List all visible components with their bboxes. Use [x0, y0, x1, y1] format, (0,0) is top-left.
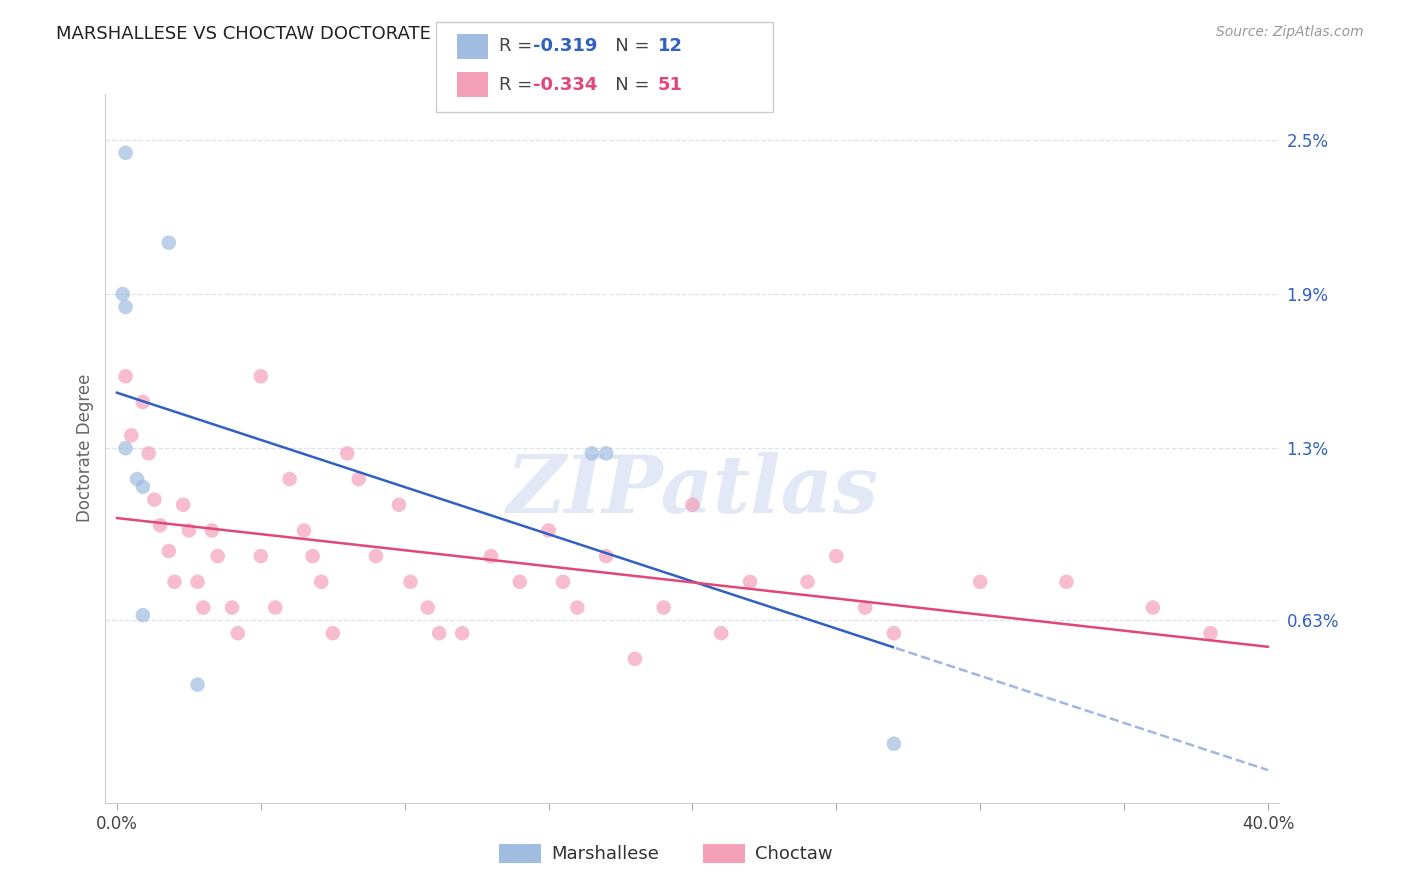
Point	[581, 446, 603, 460]
Point	[114, 369, 136, 384]
Point	[149, 518, 172, 533]
Point	[143, 492, 166, 507]
Point	[427, 626, 450, 640]
Point	[1199, 626, 1222, 640]
Text: ZIPatlas: ZIPatlas	[506, 452, 879, 530]
Point	[652, 600, 675, 615]
Text: R =: R =	[499, 37, 538, 55]
Text: MARSHALLESE VS CHOCTAW DOCTORATE DEGREE CORRELATION CHART: MARSHALLESE VS CHOCTAW DOCTORATE DEGREE …	[56, 25, 711, 43]
Text: 12: 12	[658, 37, 683, 55]
Point	[111, 287, 134, 301]
Point	[193, 600, 215, 615]
Text: Source: ZipAtlas.com: Source: ZipAtlas.com	[1216, 25, 1364, 39]
Point	[853, 600, 876, 615]
Point	[551, 574, 574, 589]
Point	[157, 235, 180, 250]
Text: -0.334: -0.334	[533, 76, 598, 94]
Point	[172, 498, 194, 512]
Point	[138, 446, 160, 460]
Point	[451, 626, 474, 640]
Text: 51: 51	[658, 76, 683, 94]
Text: N =: N =	[598, 37, 655, 55]
Point	[186, 574, 208, 589]
Point	[221, 600, 243, 615]
Point	[1056, 574, 1078, 589]
Text: R =: R =	[499, 76, 538, 94]
Point	[883, 626, 905, 640]
Point	[883, 737, 905, 751]
Point	[416, 600, 439, 615]
Text: -0.319: -0.319	[533, 37, 598, 55]
Point	[177, 524, 200, 538]
Point	[201, 524, 224, 538]
Point	[364, 549, 387, 563]
Point	[207, 549, 229, 563]
Point	[157, 544, 180, 558]
Point	[132, 608, 155, 623]
Point	[278, 472, 301, 486]
Point	[114, 145, 136, 160]
Point	[479, 549, 502, 563]
Point	[796, 574, 818, 589]
Point	[595, 446, 617, 460]
Point	[120, 428, 142, 442]
Point	[264, 600, 287, 615]
Point	[226, 626, 249, 640]
Point	[132, 480, 155, 494]
Text: Choctaw: Choctaw	[755, 845, 832, 863]
Point	[595, 549, 617, 563]
Point	[127, 472, 149, 486]
Point	[388, 498, 411, 512]
Point	[738, 574, 761, 589]
Point	[114, 300, 136, 314]
Point	[537, 524, 560, 538]
Point	[301, 549, 323, 563]
Point	[624, 652, 647, 666]
Point	[710, 626, 733, 640]
Point	[250, 369, 273, 384]
Y-axis label: Doctorate Degree: Doctorate Degree	[76, 374, 94, 523]
Point	[250, 549, 273, 563]
Point	[567, 600, 589, 615]
Point	[114, 442, 136, 456]
Point	[509, 574, 531, 589]
Point	[309, 574, 332, 589]
Text: Marshallese: Marshallese	[551, 845, 659, 863]
Point	[336, 446, 359, 460]
Point	[163, 574, 186, 589]
Point	[322, 626, 344, 640]
Point	[399, 574, 422, 589]
Point	[132, 395, 155, 409]
Point	[1142, 600, 1164, 615]
Point	[347, 472, 370, 486]
Point	[681, 498, 703, 512]
Point	[969, 574, 991, 589]
Point	[292, 524, 315, 538]
Point	[825, 549, 848, 563]
Text: N =: N =	[598, 76, 655, 94]
Point	[186, 678, 208, 692]
